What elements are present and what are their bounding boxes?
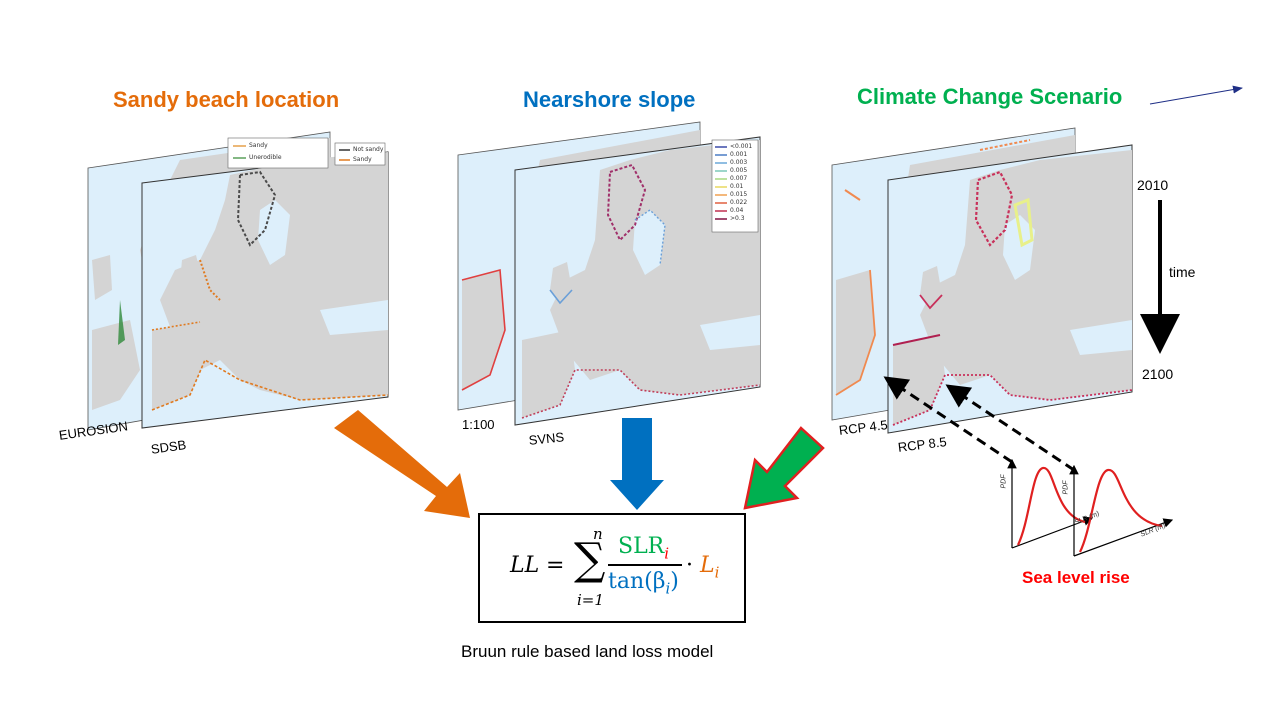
- legend-sandy-back-1: Sandy: [249, 142, 268, 149]
- time-end-label: 2100: [1142, 366, 1174, 382]
- dashed-arrow-rcp85: [945, 384, 1075, 472]
- formula-equals: =: [546, 553, 565, 578]
- formula-lhs: LL: [510, 553, 540, 578]
- formula-numerator-main: SLR: [618, 534, 665, 559]
- formula-L-main: L: [700, 553, 715, 578]
- legend-slope-4: 0.007: [730, 175, 748, 182]
- pointer-arrow: [1149, 85, 1243, 105]
- legend-slope-8: 0.04: [730, 207, 744, 214]
- map-label-1-100: 1:100: [462, 417, 495, 432]
- climate-front-map: [887, 144, 1133, 434]
- slope-front-map: [514, 136, 761, 426]
- pdf-plot-back: [1007, 458, 1094, 549]
- legend-slope-1: 0.001: [730, 151, 748, 158]
- legend-slope-3: 0.005: [730, 167, 748, 174]
- formula-L: Li: [700, 553, 719, 581]
- blue-arrow: [610, 418, 664, 510]
- pdf-ylabel-back: PDF: [1000, 474, 1008, 489]
- legend-sandy-front-1: Not sandy: [353, 146, 384, 153]
- formula-denominator-sub: i: [665, 579, 671, 598]
- pdf-plot-front: [1069, 464, 1174, 557]
- formula-numerator: SLRi: [618, 534, 669, 562]
- formula-sum-sign: ∑: [574, 534, 606, 585]
- pdf-ylabel-front: PDF: [1062, 480, 1070, 495]
- formula-box: LL = n ∑ i=1 SLRi tan(βi) · Li: [478, 513, 746, 623]
- formula-denominator: tan(βi): [608, 569, 679, 597]
- formula-dot: ·: [686, 553, 693, 578]
- legend-sandy-back-2: Unerodible: [249, 154, 282, 161]
- time-label: time: [1169, 264, 1196, 280]
- legend-slope-7: 0.022: [730, 199, 748, 206]
- nearshore-title: Nearshore slope: [523, 87, 696, 112]
- legend-slope-6: 0.015: [730, 191, 748, 198]
- legend-slope-0: <0.001: [730, 143, 753, 150]
- formula-sum-lower: i=1: [577, 591, 604, 609]
- legend-slope-2: 0.003: [730, 159, 748, 166]
- legend-sandy-front-2: Sandy: [353, 156, 372, 163]
- formula-sum-upper: n: [593, 525, 603, 543]
- dashed-arrow-rcp45: [883, 376, 1013, 464]
- sea-level-rise-label: Sea level rise: [1022, 568, 1130, 587]
- formula-denominator-close: ): [670, 569, 679, 594]
- formula-fraction-bar: [608, 564, 682, 566]
- green-arrow: [743, 426, 825, 510]
- climate-title: Climate Change Scenario: [857, 84, 1123, 109]
- formula-caption: Bruun rule based land loss model: [461, 642, 714, 661]
- sandy-title: Sandy beach location: [113, 87, 340, 112]
- sandy-front-map: [141, 137, 389, 429]
- legend-slope-5: 0.01: [730, 183, 744, 190]
- formula-numerator-sub: i: [664, 544, 670, 563]
- time-start-label: 2010: [1137, 177, 1169, 193]
- legend-slope-9: >0.3: [730, 215, 745, 222]
- formula-L-sub: i: [714, 563, 720, 582]
- orange-arrow: [334, 410, 470, 518]
- formula-denominator-main: tan(β: [608, 569, 666, 594]
